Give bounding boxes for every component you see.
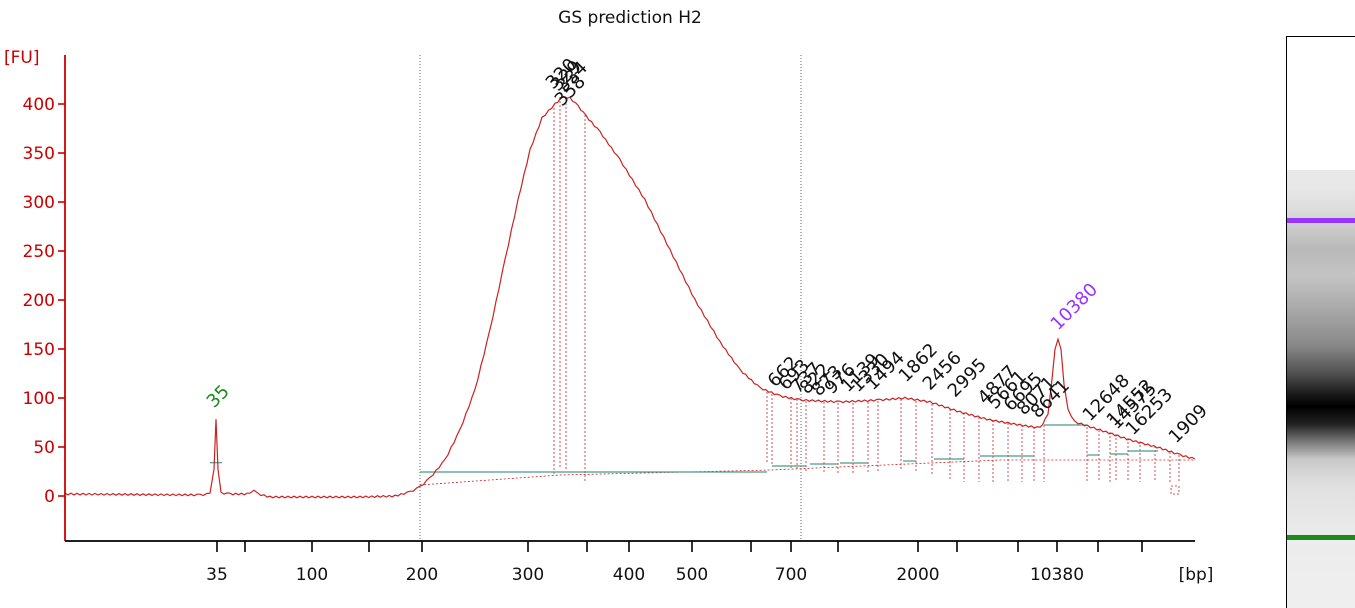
gel-smear [1287,170,1355,608]
upper-marker-label: 10380 [1047,279,1102,334]
x-tick-label-2000: 2000 [896,565,939,585]
region-floor-line [419,459,1195,486]
x-tick-label-300: 300 [512,565,544,585]
y-tick-label-200: 200 [23,291,55,311]
y-tick-label-150: 150 [23,340,55,360]
x-axis-label: [bp] [1179,565,1214,585]
y-tick-label-300: 300 [23,193,55,213]
size-guides [419,55,802,541]
peak-label-1909-25: 1909 [1165,400,1212,447]
y-tick-label-100: 100 [23,389,55,409]
gel-upper-marker-band [1287,218,1355,223]
x-tick-label-700: 700 [775,565,807,585]
lower-marker-label: 35 [203,381,234,412]
peak-region-lines [419,97,1195,486]
axes: 0 50 100 150 200 250 300 350 400 [FU] 35 100 200 300 4… [4,48,1213,585]
y-tick-label-50: 50 [33,438,55,458]
x-tick-label-100: 100 [296,565,328,585]
electropherogram-plot: 0 50 100 150 200 250 300 350 400 [FU] 35 100 200 300 4… [4,48,1213,585]
peak-baselines [210,424,1180,495]
y-axis-label: [FU] [4,48,40,68]
y-tick-label-400: 400 [23,95,55,115]
x-tick-label-35: 35 [206,565,228,585]
electropherogram-trace [64,95,1196,499]
y-tick-label-250: 250 [23,242,55,262]
x-tick-label-400: 400 [613,565,645,585]
peak-labels: 3510380320329334358662693737822873976113… [203,54,1212,447]
tail-peak-box [1170,485,1180,495]
virtual-gel-lane [1286,36,1355,608]
x-tick-label-200: 200 [406,565,438,585]
x-tick-label-500: 500 [676,565,708,585]
gel-lower-marker-band [1287,535,1355,540]
chart-title: GS prediction H2 [558,8,702,28]
x-tick-label-10380: 10380 [1030,565,1084,585]
y-tick-label-350: 350 [23,144,55,164]
y-tick-label-0: 0 [44,487,55,507]
